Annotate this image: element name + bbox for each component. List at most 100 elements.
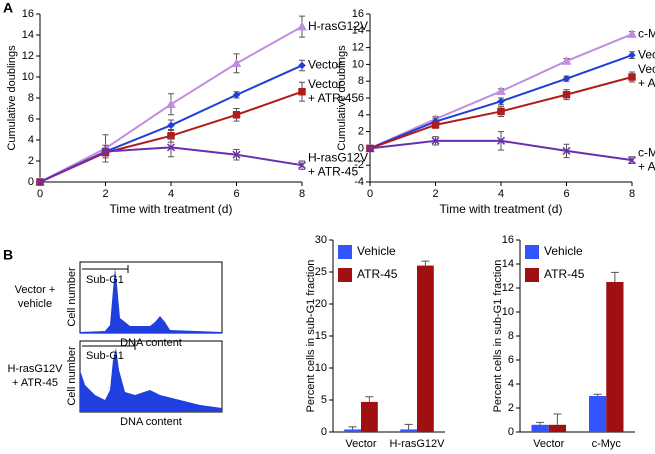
legend-label: ATR-45 (544, 267, 585, 281)
panel-label: B (3, 247, 13, 263)
y-tick-label: 4 (508, 378, 514, 390)
y-tick-label: 12 (502, 282, 514, 294)
y-tick-label: 14 (22, 29, 34, 41)
marker (298, 61, 306, 70)
x-tick-label: Vector (345, 438, 377, 450)
marker (562, 74, 571, 83)
marker (628, 51, 636, 60)
y-tick-label: 0 (508, 426, 514, 438)
marker (561, 56, 572, 65)
marker (101, 147, 110, 156)
y-tick-label: 16 (352, 8, 364, 20)
series-label: Vector (638, 62, 655, 76)
y-axis-label: Cumulative doublings (336, 45, 348, 151)
marker (497, 97, 505, 106)
marker (232, 150, 241, 159)
y-tick-label: 6 (358, 92, 364, 104)
y-tick-label: 2 (28, 155, 34, 167)
legend-swatch (525, 268, 539, 282)
legend-label: Vehicle (357, 244, 396, 258)
flow-x-label: DNA content (120, 337, 182, 349)
bar (344, 429, 361, 432)
error-bar (421, 260, 430, 266)
marker (431, 121, 440, 129)
marker (497, 107, 505, 116)
gate-label: Sub-G1 (86, 350, 124, 362)
series-label: H-rasG12V (308, 150, 368, 164)
y-tick-label: 8 (358, 75, 364, 87)
flow-y-label: Cell number (66, 267, 78, 327)
y-tick-label: 16 (22, 8, 34, 20)
flow-x-label: DNA content (120, 416, 182, 428)
x-tick-label: 6 (233, 188, 239, 200)
marker (365, 144, 375, 153)
y-tick-label: -4 (354, 176, 364, 188)
gate-label: Sub-G1 (86, 274, 124, 286)
x-tick-label: 4 (168, 188, 174, 200)
series-label: c-Myc (638, 145, 655, 159)
y-tick-label: 4 (28, 134, 34, 146)
marker (232, 111, 241, 119)
x-tick-label: 8 (299, 188, 305, 200)
y-tick-label: 16 (502, 234, 514, 246)
y-tick-label: 0 (358, 142, 364, 154)
error-bar (536, 421, 545, 425)
y-tick-label: 6 (28, 113, 34, 125)
series-label: + ATR-45 (638, 159, 655, 173)
marker (298, 87, 306, 96)
marker (628, 73, 636, 81)
y-tick-label: 12 (22, 50, 34, 62)
y-tick-label: 0 (28, 176, 34, 188)
x-tick-label: 4 (498, 188, 504, 200)
bar (531, 424, 549, 432)
bar (589, 396, 607, 432)
marker (627, 29, 637, 38)
error-bar (593, 393, 602, 396)
y-tick-label: 30 (315, 234, 327, 246)
y-tick-label: 8 (508, 330, 514, 342)
series-label: + ATR-45 (638, 76, 655, 90)
marker (431, 136, 440, 145)
y-tick-label: 8 (28, 92, 34, 104)
series-label: Vector (638, 47, 655, 61)
legend-swatch (525, 245, 539, 259)
marker (297, 21, 307, 31)
x-axis-label: Time with treatment (d) (440, 202, 563, 216)
y-tick-label: 14 (352, 25, 364, 37)
x-tick-label: 0 (37, 188, 43, 200)
error-bar (553, 413, 562, 425)
series-label: + ATR-45 (308, 91, 358, 105)
y-tick-label: 20 (315, 298, 327, 310)
legend-label: Vehicle (544, 244, 583, 258)
x-tick-label: Vector (533, 438, 565, 450)
marker (166, 99, 176, 109)
marker (496, 136, 506, 145)
y-axis-label: Percent cells in sub-G1 fraction (492, 260, 504, 413)
flow-profile (80, 348, 222, 412)
y-axis-label: Percent cells in sub-G1 fraction (305, 260, 317, 413)
y-tick-label: 10 (22, 71, 34, 83)
y-tick-label: 25 (315, 266, 327, 278)
y-tick-label: 14 (502, 258, 514, 270)
y-tick-label: 2 (358, 126, 364, 138)
legend-label: ATR-45 (357, 267, 398, 281)
y-tick-label: -2 (354, 159, 364, 171)
y-tick-label: 6 (508, 354, 514, 366)
x-tick-label: 2 (102, 188, 108, 200)
flow-condition: + ATR-45 (12, 377, 58, 389)
bar (361, 401, 378, 432)
y-tick-label: 4 (358, 109, 364, 121)
y-tick-label: 15 (315, 330, 327, 342)
legend-swatch (338, 245, 352, 259)
series-label: Vector (308, 77, 342, 91)
marker (167, 121, 175, 130)
marker (297, 161, 307, 170)
y-tick-label: 5 (321, 394, 327, 406)
series-label: H-rasG12V (308, 19, 368, 33)
bar (400, 429, 417, 432)
x-tick-label: c-Myc (592, 438, 622, 450)
marker (231, 58, 242, 68)
error-bar (348, 426, 357, 430)
x-tick-label: 8 (629, 188, 635, 200)
y-tick-label: 10 (352, 58, 364, 70)
